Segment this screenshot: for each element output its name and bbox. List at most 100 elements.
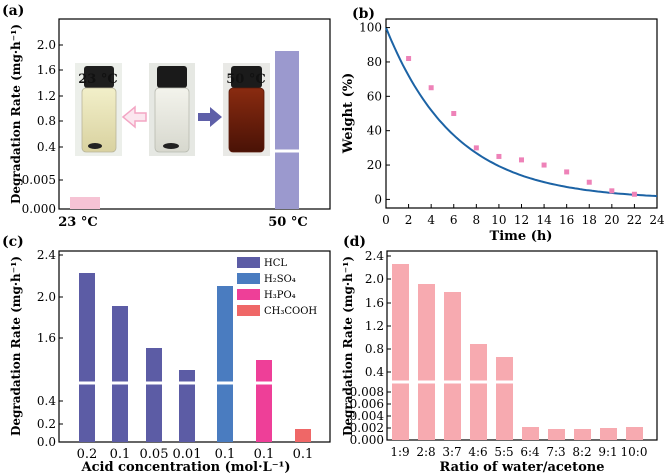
- ytick-b-1: 20: [367, 158, 382, 172]
- legend-swatch-ch3cooh: [237, 305, 260, 316]
- scatter-point-22h: [631, 191, 637, 197]
- photo-label-23c: 23 °C: [78, 72, 117, 87]
- vial-photo-50c: [223, 63, 270, 156]
- xtick-b-1: 2: [405, 213, 413, 227]
- legend-h2so4: H₂SO₄: [264, 274, 296, 285]
- xtick-b-6: 12: [514, 213, 529, 227]
- bar-ch3cooh-0.1: [295, 429, 311, 442]
- bar-ratio-4-6: [470, 344, 487, 440]
- bar-ratio-6-4: [522, 427, 539, 440]
- scatter-point-4h: [428, 85, 434, 91]
- panel-c-xticks: 0.2 0.1 0.05 0.01 0.1 0.1 0.1: [77, 447, 314, 462]
- legend-hcl: HCL: [264, 258, 287, 269]
- ytick-a-2: 0.4: [37, 140, 56, 154]
- ytick-d-10: 2.4: [365, 249, 384, 263]
- ylabel-d: Degradation Rate (mg·h⁻¹): [341, 256, 355, 436]
- xcat-d-8: 9:1: [598, 445, 617, 459]
- vial-photo-original: [149, 63, 195, 156]
- ytick-d-9: 2.0: [365, 272, 384, 286]
- xcat-c-6: 0.1: [293, 447, 314, 462]
- ytick-a-6: 2.0: [37, 38, 56, 52]
- ytick-c-1: 0.2: [37, 417, 56, 431]
- panel-d-chart: 0.000 0.002 0.004 0.006 0.008 0.4 0.8 1.…: [341, 249, 658, 474]
- legend-c: HCL H₂SO₄ H₃PO₄ CH₃COOH: [237, 257, 317, 317]
- xtick-b-2: 4: [427, 213, 435, 227]
- xtick-b-4: 8: [473, 213, 481, 227]
- scatter-point-8h: [473, 145, 479, 151]
- xcat-d-6: 7:3: [546, 445, 565, 459]
- photo-label-50c: 50 °C: [226, 72, 265, 87]
- panel-label-c: (c): [2, 234, 24, 250]
- xlabel-c: Acid concentration (mol·L⁻¹): [81, 460, 291, 474]
- xcat-d-3: 4:6: [468, 445, 487, 459]
- legend-swatch-h3po4: [237, 289, 260, 300]
- ytick-b-3: 60: [367, 89, 382, 103]
- scatter-point-12h: [519, 157, 524, 163]
- ytick-d-7: 1.2: [365, 319, 384, 333]
- bar-ratio-8-2: [574, 429, 591, 440]
- panel-label-d: (d): [343, 234, 366, 250]
- legend-h3po4: H₃PO₄: [264, 290, 296, 301]
- panel-d-xticks: 1:9 2:8 3:7 4:6 5:5 6:4 7:3 8:2 9:1 10:0: [390, 445, 647, 459]
- panel-c-yticks: 0.0 0.2 0.4 1.6 2.0 2.4: [37, 248, 63, 449]
- panel-b-frame: [385, 18, 658, 209]
- scatter-point-10h: [496, 153, 502, 159]
- arrow-left-icon: [121, 105, 147, 129]
- panel-b-xticks: 0 2 4 6 8 10 12 14 16 18 20 22 24: [382, 204, 664, 227]
- xcat-d-4: 5:5: [494, 445, 513, 459]
- legend-swatch-h2so4: [237, 273, 260, 284]
- xcat-a-1: 50 °C: [268, 215, 307, 230]
- ylabel-c: Degradation Rate (mg·h⁻¹): [9, 256, 23, 436]
- panel-d-yticks: 0.000 0.002 0.004 0.006 0.008 0.4 0.8 1.…: [350, 249, 391, 447]
- scatter-point-20h: [609, 188, 615, 194]
- legend-swatch-hcl: [237, 257, 260, 268]
- panel-a-chart: 0.000 0.005 0.4 0.8 1.2 1.6 2.0 Degradat…: [9, 18, 331, 230]
- xlabel-b: Time (h): [490, 229, 553, 244]
- panel-label-a: (a): [2, 3, 24, 19]
- bar-ratio-9-1: [600, 428, 617, 440]
- ylabel-b: Weight (%): [341, 73, 356, 154]
- ytick-b-5: 100: [359, 21, 382, 35]
- ytick-a-3: 0.8: [37, 114, 56, 128]
- xcat-c-5: 0.1: [254, 447, 275, 462]
- bar-hcl-0.05: [146, 348, 162, 442]
- ytick-d-8: 1.6: [365, 296, 384, 310]
- ytick-b-0: 0: [374, 192, 382, 206]
- xtick-b-0: 0: [382, 213, 390, 227]
- ytick-a-4: 1.2: [37, 89, 56, 103]
- exponential-fit-line: [385, 27, 658, 198]
- arrow-right-icon: [198, 107, 222, 127]
- xcat-c-4: 0.1: [215, 447, 236, 462]
- scatter-point-16h: [564, 169, 570, 175]
- ylabel-a: Degradation Rate (mg·h⁻¹): [9, 24, 23, 204]
- bar-h3po4-0.1: [256, 360, 272, 442]
- panel-a-frame: [58, 18, 331, 210]
- ytick-c-0: 0.0: [37, 435, 56, 449]
- scatter-point-18h: [586, 179, 592, 185]
- ytick-d-0: 0.000: [350, 433, 384, 447]
- xcat-d-2: 3:7: [442, 445, 461, 459]
- xcat-d-0: 1:9: [390, 445, 409, 459]
- scatter-points: [406, 56, 637, 197]
- xcat-c-3: 0.01: [173, 447, 202, 462]
- bar-hcl-0.01: [179, 370, 195, 442]
- ytick-d-2: 0.004: [350, 409, 385, 423]
- bar-ratio-1-9: [392, 264, 409, 440]
- ytick-c-5: 2.4: [37, 248, 56, 262]
- xtick-b-8: 16: [559, 213, 574, 227]
- ytick-c-2: 0.4: [37, 394, 56, 408]
- bar-ratio-10-0: [626, 427, 643, 440]
- panel-c-chart: 0.0 0.2 0.4 1.6 2.0 2.4 0.2 0.1 0.05 0.0…: [9, 248, 331, 474]
- bar-ratio-3-7: [444, 292, 461, 440]
- ytick-b-4: 80: [367, 55, 382, 69]
- xcat-c-2: 0.05: [140, 447, 169, 462]
- panel-label-b: (b): [352, 6, 375, 22]
- xcat-d-9: 10:0: [621, 445, 648, 459]
- xcat-d-7: 8:2: [572, 445, 591, 459]
- bar-ratio-2-8: [418, 284, 435, 440]
- bar-ratio-5-5: [496, 357, 513, 440]
- ytick-d-1: 0.002: [350, 421, 384, 435]
- xtick-b-10: 20: [604, 213, 619, 227]
